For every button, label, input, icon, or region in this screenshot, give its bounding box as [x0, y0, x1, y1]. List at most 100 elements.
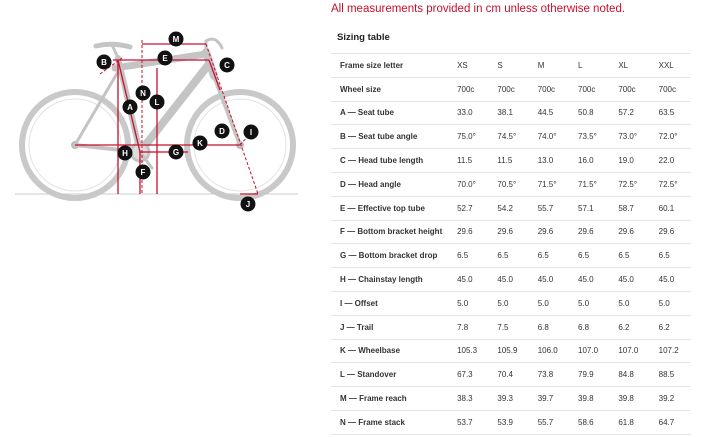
table-row: N — Frame stack 53.7 53.9 55.7 58.6 61.8 64.7: [331, 410, 691, 435]
table-row: E — Effective top tube 52.7 54.2 55.7 57.1 58…: [331, 196, 691, 221]
table-cell: 6.2: [650, 315, 691, 340]
table-cell: 106.0: [529, 339, 570, 364]
table-title: Sizing table: [337, 32, 390, 43]
table-cell: 6.5: [489, 243, 530, 269]
table-cell: 29.6: [570, 220, 611, 245]
sizing-table: Frame size letter XS S M L XL XXL Wheel …: [331, 53, 691, 435]
row-label: B — Seat tube angle: [331, 124, 450, 150]
row-label: F — Bottom bracket height: [331, 220, 450, 245]
table-cell: 39.8: [570, 386, 611, 411]
row-label: N — Frame stack: [331, 410, 450, 435]
tag-k: K: [192, 135, 208, 151]
svg-text:F: F: [141, 168, 146, 177]
table-row: I — Offset 5.0 5.0 5.0 5.0 5.0 5.0: [331, 291, 691, 316]
table-cell: 73.8: [529, 362, 570, 388]
svg-text:L: L: [155, 98, 160, 107]
table-cell: 39.3: [489, 386, 530, 411]
table-cell: 5.0: [449, 291, 490, 316]
table-cell: 38.1: [489, 101, 530, 126]
table-cell: 79.9: [570, 362, 611, 388]
column-header: L: [570, 53, 611, 78]
table-cell: 11.5: [449, 148, 490, 173]
svg-text:C: C: [224, 61, 230, 70]
table-cell: 57.1: [570, 196, 611, 221]
table-cell: 6.5: [449, 243, 490, 269]
table-row: M — Frame reach 38.3 39.3 39.7 39.8 39.8 39.2: [331, 386, 691, 411]
table-cell: 67.3: [449, 362, 490, 388]
table-row: J — Trail 7.8 7.5 6.8 6.8 6.2 6.2: [331, 315, 691, 340]
table-row: F — Bottom bracket height 29.6 29.6 29.6 29.…: [331, 220, 691, 245]
table-cell: 105.9: [489, 339, 530, 364]
table-row: G — Bottom bracket drop 6.5 6.5 6.5 6.5 6.5 6.…: [331, 243, 691, 269]
row-label: G — Bottom bracket drop: [331, 243, 450, 269]
table-cell: 58.7: [610, 196, 651, 221]
table-cell: 107.0: [570, 339, 611, 364]
table-cell: 5.0: [650, 291, 691, 316]
table-cell: 700c: [449, 77, 490, 102]
table-cell: 53.9: [489, 410, 530, 435]
table-cell: 70.0°: [449, 172, 490, 197]
table-cell: 54.2: [489, 196, 530, 221]
tag-l: L: [149, 94, 165, 110]
table-row: L — Standover 67.3 70.4 73.8 79.9 84.8 88.5: [331, 362, 691, 388]
table-cell: 700c: [570, 77, 611, 102]
row-label: M — Frame reach: [331, 386, 450, 411]
table-cell: 73.0°: [610, 124, 651, 150]
table-cell: 6.5: [570, 243, 611, 269]
table-cell: 44.5: [529, 101, 570, 126]
table-row: A — Seat tube 33.0 38.1 44.5 50.8 57.2 63.5: [331, 101, 691, 126]
column-header: XL: [610, 53, 651, 78]
row-label: K — Wheelbase: [331, 339, 450, 364]
table-cell: 700c: [650, 77, 691, 102]
table-cell: 6.8: [529, 315, 570, 340]
table-cell: 29.6: [489, 220, 530, 245]
table-cell: 45.0: [610, 267, 651, 292]
table-cell: 39.8: [610, 386, 651, 411]
table-cell: 39.7: [529, 386, 570, 411]
table-row: D — Head angle 70.0° 70.5° 71.5° 71.5° 72.5° 7…: [331, 172, 691, 197]
table-cell: 107.2: [650, 339, 691, 364]
table-cell: 52.7: [449, 196, 490, 221]
table-cell: 29.6: [650, 220, 691, 245]
tag-g: G: [168, 144, 184, 160]
table-header-row: Frame size letter XS S M L XL XXL: [331, 53, 691, 78]
table-cell: 45.0: [529, 267, 570, 292]
table-cell: 5.0: [570, 291, 611, 316]
svg-text:J: J: [246, 200, 250, 209]
bike-geometry-diagram: M E B C N L A D I K H G F J: [15, 31, 298, 212]
column-header: S: [489, 53, 530, 78]
row-label: C — Head tube length: [331, 148, 450, 173]
row-label: L — Standover: [331, 362, 450, 388]
table-cell: 63.5: [650, 101, 691, 126]
row-label: A — Seat tube: [331, 101, 450, 126]
tag-f: F: [135, 164, 151, 180]
table-cell: 72.5°: [610, 172, 651, 197]
table-cell: 73.5°: [570, 124, 611, 150]
svg-text:M: M: [173, 35, 180, 44]
svg-text:N: N: [140, 89, 146, 98]
measurement-notice: All measurements provided in cm unless o…: [331, 3, 626, 15]
svg-text:H: H: [122, 149, 128, 158]
tag-b: B: [96, 54, 112, 70]
table-cell: 71.5°: [529, 172, 570, 197]
row-label: E — Effective top tube: [331, 196, 450, 221]
table-cell: 16.0: [570, 148, 611, 173]
tag-e: E: [157, 50, 173, 66]
tag-a: A: [122, 99, 138, 115]
column-header: XS: [449, 53, 490, 78]
row-label: Wheel size: [331, 77, 450, 102]
table-cell: 29.6: [529, 220, 570, 245]
table-cell: 29.6: [610, 220, 651, 245]
table-cell: 70.5°: [489, 172, 530, 197]
table-cell: 72.5°: [650, 172, 691, 197]
tag-i: I: [243, 124, 259, 140]
table-cell: 19.0: [610, 148, 651, 173]
table-cell: 6.5: [650, 243, 691, 269]
svg-text:K: K: [197, 139, 203, 148]
table-cell: 13.0: [529, 148, 570, 173]
tag-d: D: [214, 123, 230, 139]
table-cell: 61.8: [610, 410, 651, 435]
table-cell: 5.0: [529, 291, 570, 316]
row-label: H — Chainstay length: [331, 267, 450, 292]
table-cell: 105.3: [449, 339, 490, 364]
